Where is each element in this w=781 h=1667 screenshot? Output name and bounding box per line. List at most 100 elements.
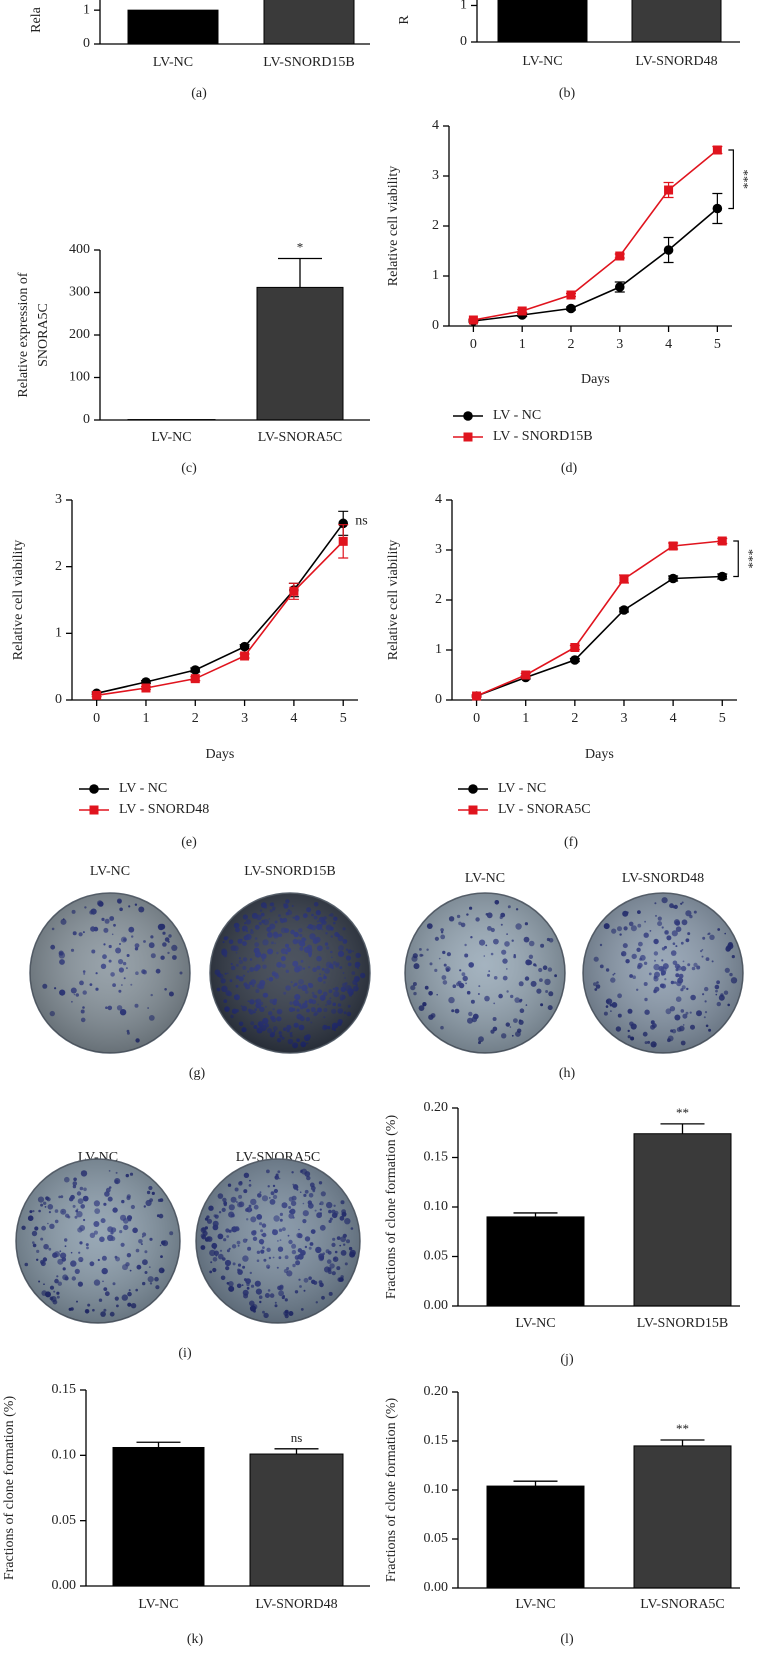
panel-caption: (e): [181, 835, 197, 850]
x-tick-label: LV-SNORA5C: [640, 1597, 725, 1612]
y-tick-label: 0.15: [424, 1433, 449, 1448]
marker: [517, 306, 527, 316]
bar: [486, 1216, 585, 1306]
bar: [633, 1133, 732, 1306]
marker: [668, 541, 678, 551]
y-tick-label: 2: [432, 218, 439, 233]
y-tick-label: 4: [435, 492, 442, 507]
y-axis-label: Fractions of clone formation (%): [2, 1396, 17, 1581]
marker: [663, 245, 674, 255]
x-tick-label: 5: [714, 337, 721, 352]
photo-label: LV-NC: [465, 871, 505, 886]
series-line: [476, 540, 723, 697]
error-bar: [513, 1480, 558, 1487]
marker: [717, 571, 728, 582]
x-axis-label: Days: [581, 372, 610, 387]
x-tick-label: LV-NC: [153, 55, 193, 70]
y-tick-label: 0.00: [424, 1580, 449, 1595]
x-tick-label: LV-SNORD48: [255, 1597, 337, 1612]
marker: [614, 282, 625, 292]
y-tick-label: 3: [432, 168, 439, 183]
marker: [570, 643, 580, 652]
bar: [631, 0, 722, 42]
marker: [190, 674, 200, 684]
x-tick-label: LV-SNORD15B: [263, 55, 355, 70]
y-tick-label: 0.15: [424, 1150, 449, 1165]
marker: [717, 536, 727, 546]
bar: [249, 1453, 344, 1586]
marker: [338, 518, 349, 529]
bars: [486, 1445, 732, 1588]
y-tick-label: 0: [435, 692, 442, 707]
photo-label: LV-SNORD48: [622, 871, 704, 886]
x-tick-label: 0: [93, 711, 100, 726]
panel-caption: (a): [191, 86, 207, 101]
x-tick-label: LV-NC: [522, 54, 562, 69]
dish-shade: [196, 1159, 360, 1323]
y-tick-label: 4: [432, 118, 439, 133]
y-tick-label: 3: [55, 492, 62, 507]
dish-shade: [405, 893, 565, 1053]
y-axis-label: Relative cell viability: [386, 166, 401, 287]
marker: [521, 670, 531, 680]
panel-caption: (k): [187, 1632, 204, 1647]
series-line: [473, 149, 718, 321]
marker: [566, 303, 576, 314]
x-tick-label: 0: [473, 711, 480, 726]
y-tick-label: 3: [435, 542, 442, 557]
x-tick-label: 4: [665, 337, 672, 352]
legend-label: LV - SNORD48: [119, 802, 209, 817]
marker: [712, 203, 723, 214]
y-tick-label: 400: [69, 242, 90, 257]
x-axis-label: Days: [585, 747, 614, 762]
marker: [141, 683, 151, 693]
panel-caption: (c): [181, 461, 197, 476]
x-axis-label: Days: [206, 747, 235, 762]
error-bar: [660, 1123, 705, 1134]
legend-marker: [463, 411, 473, 421]
y-tick-label: 0: [55, 692, 62, 707]
error-bar: [278, 257, 322, 288]
legend-marker: [463, 432, 473, 442]
significance: **: [676, 1421, 689, 1436]
panel-caption: (i): [178, 1346, 192, 1361]
x-tick-label: LV-NC: [151, 430, 191, 445]
y-tick-label: 0.15: [52, 1382, 77, 1397]
y-tick-label: 0: [83, 36, 90, 51]
bars: [127, 286, 344, 420]
photo-label: LV-SNORD15B: [244, 864, 336, 879]
y-tick-label: 0.05: [52, 1513, 77, 1528]
y-axis-label: Relative expression of: [16, 272, 31, 398]
x-tick-label: 2: [571, 711, 578, 726]
significance-bracket: [728, 149, 734, 210]
y-tick-label: 2: [55, 559, 62, 574]
error-bar: [513, 1212, 558, 1217]
panel-caption: (d): [561, 461, 578, 476]
x-tick-label: LV-SNORD48: [635, 54, 717, 69]
legend-label: LV - SNORA5C: [498, 802, 591, 817]
x-tick-label: 1: [522, 711, 529, 726]
y-tick-label: 0.10: [424, 1199, 449, 1214]
y-tick-label: 0: [83, 412, 90, 427]
x-tick-label: 1: [142, 711, 149, 726]
marker: [668, 573, 678, 584]
marker: [240, 651, 250, 661]
y-tick-label: 100: [69, 370, 90, 385]
bars: [486, 1133, 732, 1306]
marker: [289, 586, 299, 596]
legend-label: LV - NC: [493, 408, 541, 423]
y-tick-label: 0.05: [424, 1249, 449, 1264]
panel-caption: (b): [559, 86, 576, 101]
x-tick-label: LV-NC: [515, 1316, 555, 1331]
y-axis-label: R: [397, 15, 412, 25]
dish-shade: [30, 893, 190, 1053]
y-tick-label: 0: [460, 34, 467, 49]
y-axis-label: Fractions of clone formation (%): [384, 1398, 399, 1583]
dish-shade: [583, 893, 743, 1053]
y-tick-label: 0: [432, 318, 439, 333]
marker: [338, 536, 348, 546]
marker: [712, 145, 722, 155]
y-axis-label: Fractions of clone formation (%): [384, 1115, 399, 1300]
